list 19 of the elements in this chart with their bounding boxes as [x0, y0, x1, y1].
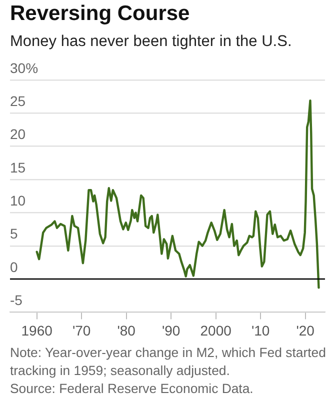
source-note: Source: Federal Reserve Economic Data.	[10, 381, 254, 396]
x-tick-label: 1960	[21, 322, 53, 338]
y-tick-label: 15	[10, 159, 26, 176]
x-tick-label: '90	[162, 322, 180, 338]
text: Note: Year-over-year change in M2, which Fed started tracking in 1959; seasonally adjusted.	[10, 345, 326, 378]
y-tick-label: 5	[10, 226, 18, 242]
y-tick-label: -5	[10, 292, 23, 308]
x-tick-label: '10	[251, 322, 270, 338]
y-tick-label: 20	[10, 126, 26, 142]
y-tick-label: 0	[10, 258, 18, 275]
y-tick-label: 30%	[10, 60, 38, 76]
x-tick-label: '80	[117, 322, 136, 338]
y-tick-label: 25	[10, 93, 26, 110]
chart-subtitle: Money has never been tighter in the U.S.	[10, 33, 292, 51]
chart-title: Reversing Course	[10, 2, 190, 26]
x-tick-label: '20	[296, 322, 315, 338]
x-tick-label: 2000	[200, 322, 232, 338]
y-tick-label: 10	[10, 192, 26, 209]
x-tick-label: '70	[72, 322, 91, 338]
